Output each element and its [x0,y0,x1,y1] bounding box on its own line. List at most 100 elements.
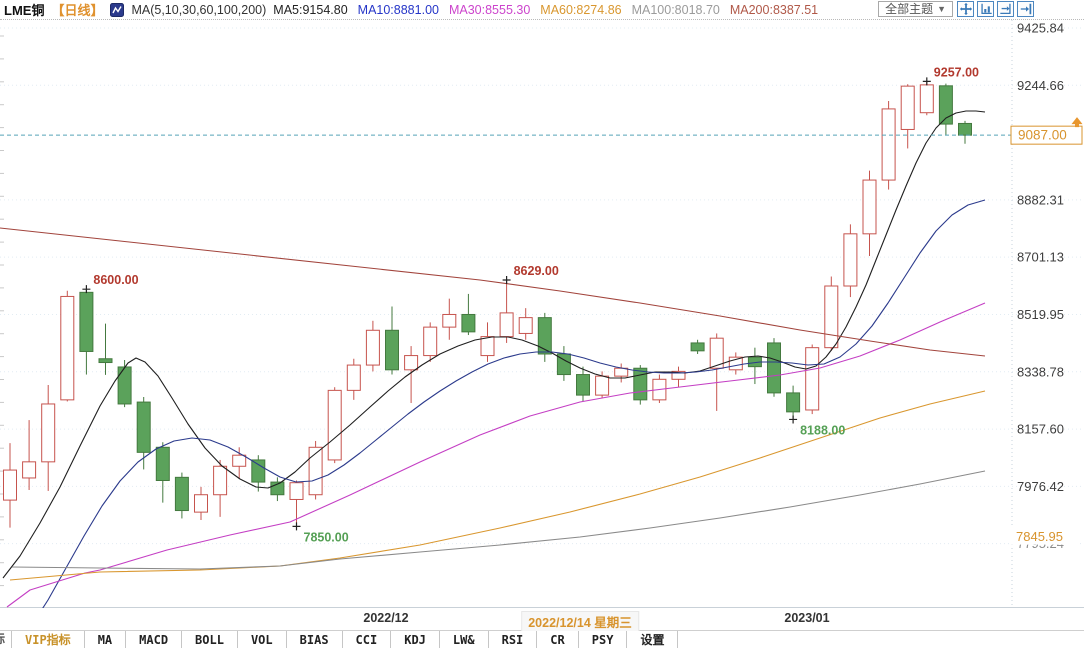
svg-text:8600.00: 8600.00 [93,273,138,287]
candle[interactable] [327,387,342,464]
tab-ma[interactable]: MA [85,631,127,648]
candle[interactable] [556,346,571,381]
candle[interactable] [365,320,380,372]
candle[interactable] [576,366,590,402]
annotation-8188.00: 8188.00 [789,415,845,437]
ma-value-ma200: MA200:8387.51 [729,2,819,17]
candle[interactable] [3,443,17,528]
candle[interactable] [709,333,724,411]
tab-lw-[interactable]: LW& [440,631,489,648]
candle[interactable] [194,486,208,521]
kline-icon[interactable] [110,2,125,17]
clipped-tab[interactable]: 标 [0,631,12,648]
candle[interactable] [728,352,743,375]
candle[interactable] [79,289,94,375]
candle[interactable] [862,170,877,256]
chart-header: LME铜 【日线】 MA(5,10,30,60,100,200) MA5:915… [0,0,1084,20]
price-annotations: 8600.00 8629.00 9257.00 7850.00 8188.00 [82,65,979,544]
tab-psy[interactable]: PSY [579,631,628,648]
candle[interactable] [60,290,75,402]
candle[interactable] [213,459,228,517]
candle[interactable] [824,276,839,351]
candle[interactable] [805,344,820,415]
ma-value-ma30: MA30:8555.30 [448,2,531,17]
candle[interactable] [499,279,514,343]
candle[interactable] [346,358,361,400]
candle[interactable] [767,338,781,397]
candle[interactable] [155,442,170,503]
candle[interactable] [958,120,972,144]
candle[interactable] [690,339,705,354]
candle[interactable] [385,306,399,375]
candle[interactable] [22,420,37,490]
pan-icon[interactable] [957,1,974,17]
tab-cr[interactable]: CR [537,631,579,648]
candles-group [3,81,972,528]
theme-select-label: 全部主题 [885,2,934,16]
candle[interactable] [423,322,438,362]
annotation-8600.00: 8600.00 [82,273,139,294]
candle[interactable] [404,346,419,404]
x-axis-label: 2022/12 [363,611,409,625]
tab-cci[interactable]: CCI [343,631,392,648]
tab-boll[interactable]: BOLL [182,631,238,648]
candle[interactable] [900,84,915,149]
ma-value-ma10: MA10:8881.00 [357,2,439,17]
candle[interactable] [881,101,896,190]
shift-right-icon[interactable] [1017,1,1034,17]
candle[interactable] [98,323,113,375]
indicator-toolbar: 标 VIP指标MAMACDBOLLVOLBIASCCIKDJLW&RSICRPS… [0,631,1084,648]
price-up-arrow-icon [1071,117,1083,128]
candle[interactable] [938,83,953,135]
annotation-7850.00: 7850.00 [292,522,349,544]
caret-down-icon: ▼ [937,4,946,14]
tab-kdj[interactable]: KDJ [391,631,440,648]
price-axis: 9425.84 9244.66 8882.31 8701.13 8519.95 8338.… [1017,21,1064,552]
tab-rsi[interactable]: RSI [489,631,538,648]
svg-text:8629.00: 8629.00 [514,264,559,278]
ma-value-ma5: MA5:9154.80 [273,2,348,17]
ma-lines [0,110,986,629]
candle[interactable] [537,312,552,362]
period-label: 【日线】 [51,3,104,18]
candle[interactable] [232,447,247,479]
tab-macd[interactable]: MACD [126,631,183,648]
candle[interactable] [919,81,934,116]
chart-tool-icons [957,1,1034,17]
current-price-badge: 9087.00 [1010,117,1083,145]
tab-vip指标[interactable]: VIP指标 [12,631,85,648]
candle[interactable] [843,224,858,298]
candle[interactable] [136,397,151,470]
candle[interactable] [671,366,686,388]
candle[interactable] [461,293,476,336]
symbol-name: LME铜 [4,3,45,18]
period-low-badge: 7845.95 [1011,527,1077,545]
crosshair-date-label: 2022/12/14 星期三 [521,611,639,632]
candle[interactable] [117,360,132,408]
theme-select-button[interactable]: 全部主题 ▼ [878,1,953,17]
tab-bias[interactable]: BIAS [287,631,343,648]
axis-right-icon[interactable] [997,1,1014,17]
candle[interactable] [41,384,56,491]
y-tick-label: 9425.84 [1017,21,1064,36]
tab-设置[interactable]: 设置 [627,631,679,648]
tab-vol[interactable]: VOL [238,631,287,648]
candle[interactable] [442,298,457,340]
ma-line-ma5 [2,110,986,579]
candle[interactable] [480,322,495,362]
candlestick-chart-canvas[interactable]: 8600.00 8629.00 9257.00 7850.00 8188.00 9425.… [0,20,1084,629]
ma-line-ma100 [11,470,986,570]
candle[interactable] [251,455,266,492]
candle[interactable] [786,385,801,420]
candle[interactable] [308,440,323,500]
y-tick-label: 8519.95 [1017,307,1064,322]
candle[interactable] [518,308,533,340]
axis-left-icon[interactable] [977,1,994,17]
y-tick-label: 7976.42 [1017,479,1064,494]
ma-line-ma200 [0,227,986,357]
candle[interactable] [614,363,629,383]
chart-area: 8600.00 8629.00 9257.00 7850.00 8188.00 9425.… [0,20,1084,629]
ma-line-ma10 [29,199,986,629]
candle[interactable] [174,472,189,519]
